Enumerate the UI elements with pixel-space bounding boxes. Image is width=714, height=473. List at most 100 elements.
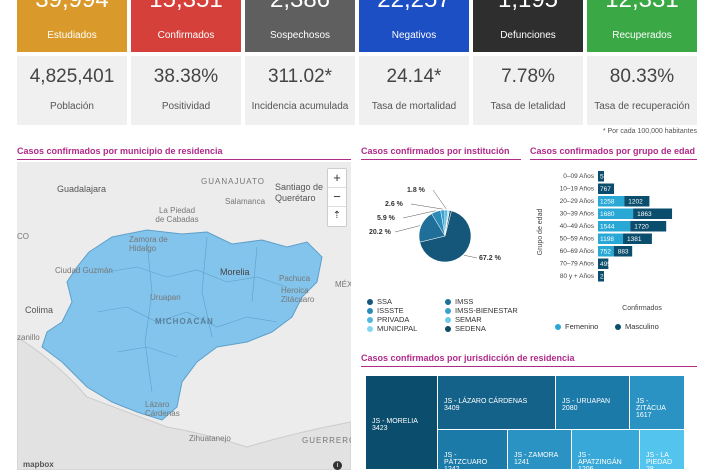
- legend-label: SSA: [377, 297, 393, 306]
- age-legend-femenino[interactable]: Femenino: [555, 322, 598, 331]
- bottom-card-0: 4,825,401 Población: [17, 56, 127, 125]
- treemap-name: JS - URUAPAN: [562, 398, 611, 405]
- legend-dot: [445, 316, 451, 323]
- zoom-out-button[interactable]: −: [328, 188, 346, 207]
- legend-label: SEDENA: [455, 324, 486, 333]
- top-card-label: Defunciones: [500, 30, 556, 41]
- age-bar-femenino[interactable]: [598, 208, 634, 220]
- legend-dot: [555, 323, 561, 330]
- bottom-card-label: Tasa de letalidad: [490, 101, 566, 112]
- legend-item-issste[interactable]: ISSSTE: [367, 306, 404, 315]
- top-card-confirmados: 15,351 Confirmados: [131, 0, 241, 52]
- age-bar-label: 1381: [627, 236, 642, 243]
- label-guzman: Ciudad Guzmán: [55, 266, 113, 275]
- treemap-value: 2080: [562, 405, 578, 412]
- label-michoacan: MICHOACÁN: [155, 317, 214, 326]
- label-zamora: Zamora de Hidalgo: [129, 235, 168, 253]
- top-card-recuperados: 12,331 Recuperados: [587, 0, 697, 52]
- treemap-cell[interactable]: JS - MORELIA 3423: [366, 376, 438, 470]
- bottom-card-value: 7.78%: [501, 66, 555, 87]
- legend-dot: [367, 325, 373, 332]
- treemap-cell[interactable]: JS - LA PIEDAD 28: [640, 430, 685, 473]
- age-bar-femenino[interactable]: [598, 196, 625, 207]
- top-card-value: 2,386: [245, 0, 355, 14]
- legend-item-sedena[interactable]: SEDENA: [445, 324, 486, 333]
- treemap-cell[interactable]: JS - ZAMORA 1241: [508, 430, 572, 470]
- label-mexico: MÉXI: [335, 280, 351, 289]
- legend-item-semar[interactable]: SEMAR: [445, 315, 482, 324]
- label-zitacuaro: Heroica Zitácuaro: [281, 286, 315, 304]
- municipio-map[interactable]: GUANAJUATO Guadalajara Santiago de Queré…: [17, 162, 351, 470]
- age-bar-femenino[interactable]: [598, 221, 631, 232]
- map-svg: [17, 229, 351, 470]
- institucion-pie-chart: 67.2 % 20.2 % 5.9 % 2.6 %1.8 %: [369, 187, 502, 263]
- age-category-label: 50–59 Años: [560, 236, 595, 243]
- legend-item-imss-bienestar[interactable]: IMSS-BIENESTAR: [445, 306, 518, 315]
- age-bar-masculino[interactable]: [630, 221, 667, 232]
- age-bar-femenino[interactable]: [598, 171, 604, 182]
- age-bar-masculino[interactable]: [613, 246, 633, 257]
- age-bar-femenino[interactable]: [598, 246, 614, 257]
- pie-leader-line: [394, 225, 421, 233]
- age-category-label: 70–79 Años: [560, 261, 595, 268]
- treemap-cell[interactable]: JS - PÁTZCUARO 1242: [438, 430, 508, 473]
- age-bar-label: 58: [600, 174, 608, 181]
- zoom-in-button[interactable]: +: [328, 169, 346, 188]
- pie-slice-sedena[interactable]: [444, 210, 452, 237]
- pie-label-imss-bienestar: 2.6 %: [385, 201, 404, 208]
- legend-item-imss[interactable]: IMSS: [445, 297, 473, 306]
- treemap-cell[interactable]: JS - APATZINGÁN 1206: [572, 430, 640, 473]
- section-title-jurisdiccion: Casos confirmados por jurisdicción de re…: [361, 353, 697, 367]
- compass-icon[interactable]: ⇡: [332, 210, 342, 221]
- legend-label: Masculino: [625, 322, 659, 331]
- top-card-value: 39,994: [17, 0, 127, 14]
- pie-slice-ssa[interactable]: [419, 210, 472, 263]
- age-y-axis-label: Grupo de edad: [537, 209, 544, 256]
- age-bar-femenino[interactable]: [598, 233, 624, 245]
- age-category-label: 10–19 Años: [560, 186, 595, 193]
- age-bar-femenino[interactable]: [598, 271, 604, 282]
- mapbox-logo[interactable]: mapbox: [23, 460, 54, 469]
- age-bar-label: 228: [600, 274, 611, 281]
- bottom-card-label: Tasa de recuperación: [594, 101, 690, 112]
- treemap-cell[interactable]: JS - LÁZARO CÁRDENAS 3409: [438, 376, 556, 430]
- municipio-borders: [96, 236, 288, 393]
- top-card-value: 15,351: [131, 0, 241, 14]
- pie-leader-line: [410, 203, 443, 210]
- treemap-name: JS - ZITÁCUA: [636, 398, 666, 412]
- legend-dot: [445, 307, 451, 314]
- label-pachuca: Pachuca: [279, 274, 311, 283]
- age-bar-masculino[interactable]: [623, 233, 652, 245]
- legend-dot: [367, 316, 373, 323]
- footnote: * Por cada 100,000 habitantes: [602, 128, 697, 135]
- treemap-name: JS - PÁTZCUARO: [444, 452, 488, 466]
- info-icon[interactable]: i: [333, 461, 342, 470]
- legend-item-ssa[interactable]: SSA: [367, 297, 392, 306]
- age-bar-masculino[interactable]: [633, 208, 673, 220]
- top-card-label: Confirmados: [157, 30, 215, 41]
- label-guerrero: GUERRERO: [302, 436, 351, 445]
- legend-item-privada[interactable]: PRIVADA: [367, 315, 409, 324]
- top-card-label: Recuperados: [612, 30, 672, 41]
- treemap-cell[interactable]: JS - ZITÁCUA 1617: [630, 376, 685, 430]
- jurisdiccion-treemap: JS - MORELIA 3423 JS - LÁZARO CÁRDENAS 3409…: [366, 376, 685, 473]
- age-bar-masculino[interactable]: [624, 196, 650, 207]
- label-zihuatanejo: Zihuatanejo: [189, 434, 231, 443]
- label-manzanillo: zanillo: [17, 333, 40, 342]
- bottom-card-1: 38.38% Positividad: [131, 56, 241, 125]
- age-bar-femenino[interactable]: [598, 183, 615, 195]
- treemap-cell[interactable]: JS - URUAPAN 2080: [556, 376, 630, 430]
- age-x-axis-label: Confirmados: [622, 305, 662, 312]
- legend-item-municipal[interactable]: MUNICIPAL: [367, 324, 417, 333]
- legend-label: PRIVADA: [377, 315, 410, 324]
- top-card-label: Negativos: [391, 30, 437, 41]
- age-bar-label: 767: [600, 186, 611, 193]
- legend-label: IMSS-BIENESTAR: [455, 306, 518, 315]
- label-uruapan: Uruapan: [150, 293, 181, 302]
- label-santiago: Santiago de: [275, 182, 324, 192]
- age-legend-masculino[interactable]: Masculino: [615, 322, 659, 331]
- treemap-name: JS - APATZINGÁN: [578, 452, 622, 466]
- pie-label-privada: 1.8 %: [407, 187, 426, 194]
- age-bar-label: 1198: [600, 236, 614, 243]
- age-bar-femenino[interactable]: [598, 258, 609, 270]
